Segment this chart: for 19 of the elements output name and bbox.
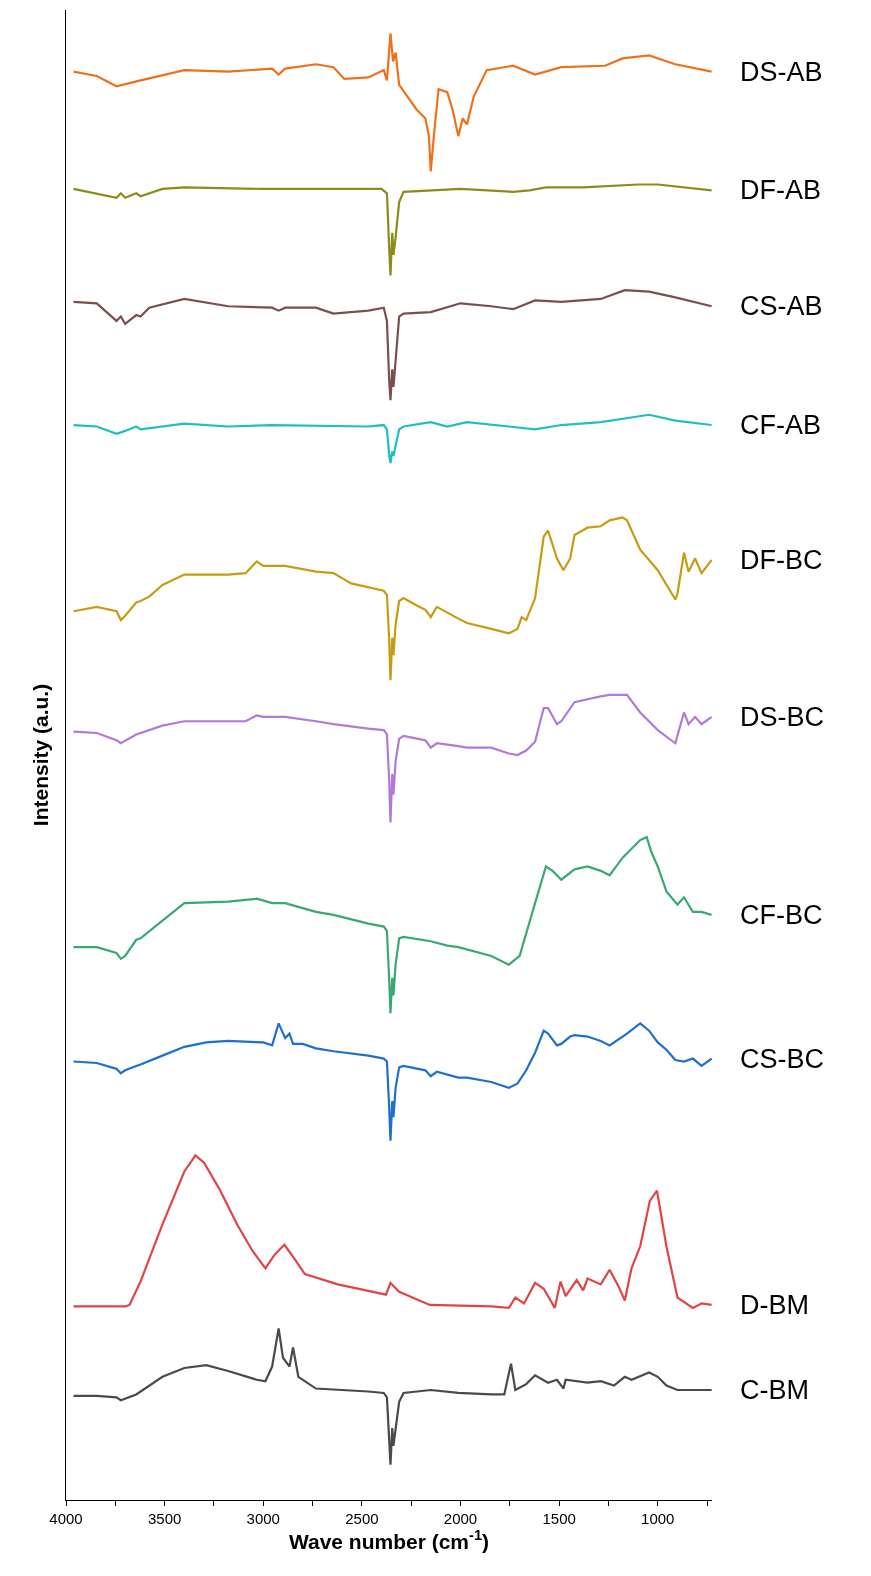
x-axis-title: Wave number (cm$^{-1}$) [288,1527,490,1554]
y-axis-title: Intensity (a.u.) [29,683,53,827]
x-tick-label: 1000 [641,1510,675,1528]
series-label: DS-AB [740,57,823,87]
series-label: CF-AB [740,410,821,440]
series-label: CF-BC [740,900,823,930]
x-tick-label: 2000 [443,1510,478,1528]
series-label: DS-BC [740,702,825,732]
series-label: DF-BC [740,545,823,575]
x-tick-label: 4000 [49,1510,83,1528]
x-tick-label: 3500 [147,1510,182,1528]
x-tick-label: 3000 [246,1510,280,1528]
x-tick-label: 2500 [345,1510,379,1528]
series-label: DF-AB [740,175,821,205]
series-label: CS-AB [740,291,823,321]
series-label: CS-BC [740,1044,825,1074]
x-tick-label: 1500 [542,1510,576,1528]
series-label: C-BM [740,1375,809,1405]
series-label: D-BM [740,1290,809,1320]
